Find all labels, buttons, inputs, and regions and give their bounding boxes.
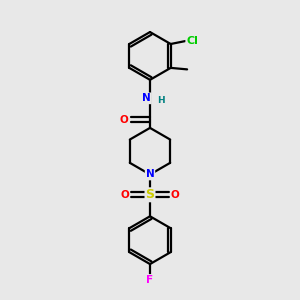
Text: Cl: Cl — [186, 36, 198, 46]
Text: S: S — [146, 188, 154, 201]
Text: H: H — [158, 96, 165, 105]
Text: F: F — [146, 275, 154, 285]
Text: O: O — [120, 115, 128, 125]
Text: O: O — [121, 190, 129, 200]
Text: N: N — [142, 93, 151, 103]
Text: N: N — [146, 169, 154, 179]
Text: O: O — [171, 190, 179, 200]
